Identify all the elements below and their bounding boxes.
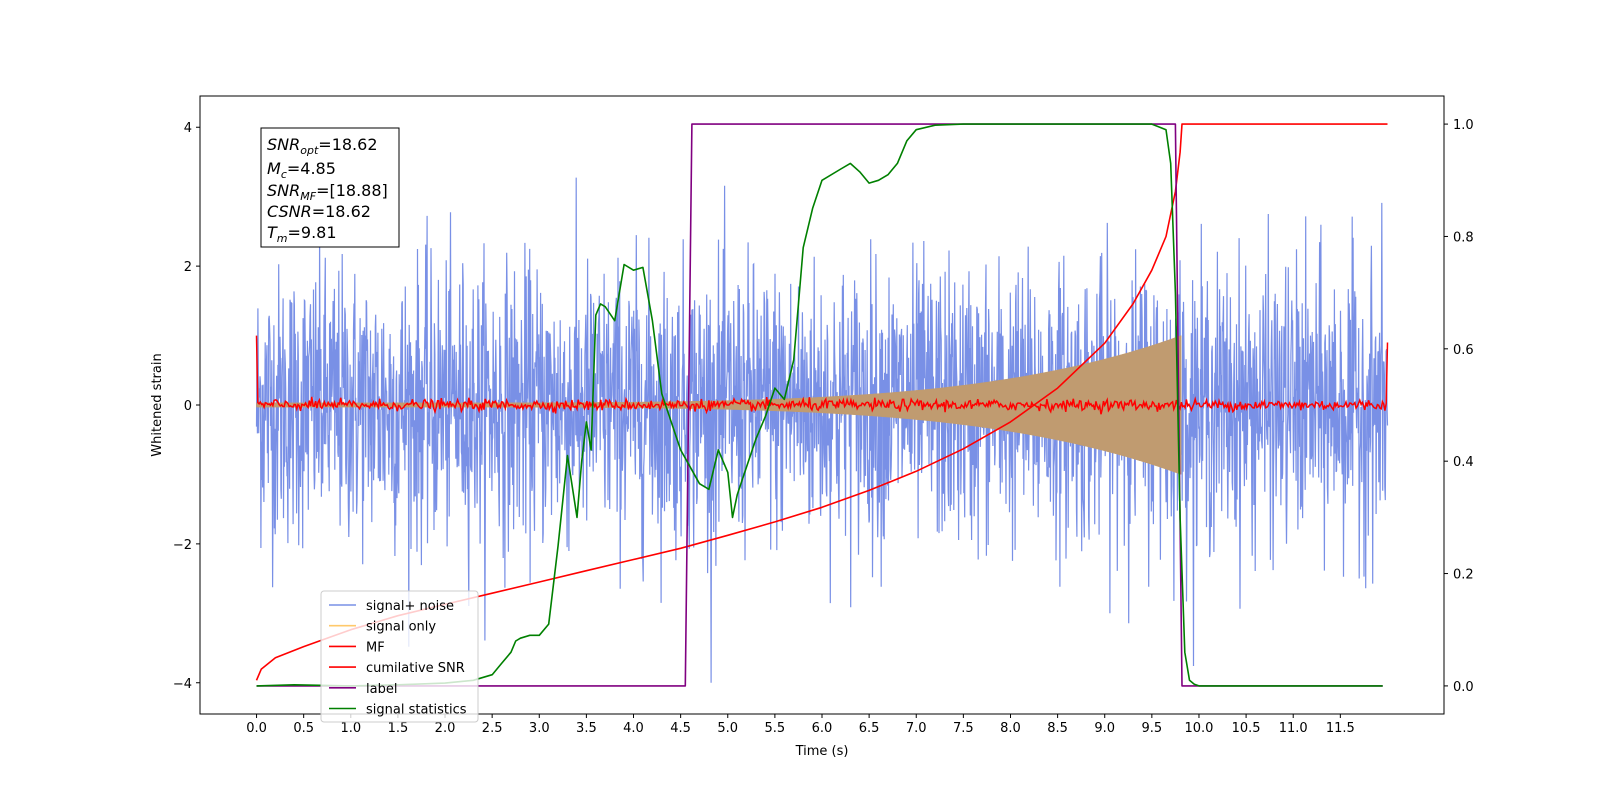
legend-label: signal statistics	[366, 703, 467, 718]
x-tick-label: 7.0	[906, 721, 927, 736]
x-tick-label: 0.0	[246, 721, 267, 736]
series-signal-statistics	[256, 123, 1383, 687]
legend-label: signal only	[366, 620, 436, 635]
y-right-tick-label: 0.4	[1453, 455, 1474, 470]
x-tick-label: 6.0	[812, 721, 833, 736]
legend-label: cumilative SNR	[366, 661, 465, 676]
x-tick-label: 9.0	[1094, 721, 1115, 736]
annotation-snr-opt: SNRopt=18.62	[267, 135, 378, 157]
x-tick-label: 2.0	[435, 721, 456, 736]
x-tick-label: 1.0	[340, 721, 361, 736]
x-tick-label: 6.5	[859, 721, 880, 736]
y-left-tick-label: 4	[184, 121, 192, 136]
x-tick-label: 11.0	[1279, 721, 1308, 736]
y-axis-right: 1.0 0.8 0.6 0.4 0.2 0.0	[1444, 118, 1474, 695]
legend: signal+ noise signal only MF cumilative SNR…	[320, 590, 479, 723]
annotation-mc: Mc=4.85	[267, 159, 336, 181]
y-right-tick-label: 0.8	[1453, 230, 1474, 245]
y-right-tick-label: 0.0	[1453, 680, 1474, 695]
y-axis-label: Whitened strain	[150, 353, 165, 456]
y-left-tick-label: 0	[184, 399, 192, 414]
x-tick-label: 10.0	[1184, 721, 1213, 736]
x-tick-label: 3.0	[529, 721, 550, 736]
x-tick-label: 4.5	[670, 721, 691, 736]
y-right-tick-label: 0.6	[1453, 343, 1474, 358]
x-tick-label: 3.5	[576, 721, 597, 736]
x-axis-label: Time (s)	[795, 744, 849, 759]
series-mf	[255, 335, 1389, 415]
legend-label: MF	[366, 640, 385, 655]
x-tick-label: 7.5	[953, 721, 974, 736]
y-left-tick-label: −2	[173, 538, 192, 553]
y-axis-left: 4 2 0 −2 −4	[173, 121, 200, 692]
legend-label: label	[366, 682, 397, 697]
annotation-csnr: CSNR=18.62	[267, 202, 371, 221]
x-tick-label: 8.0	[1000, 721, 1021, 736]
y-left-tick-label: −4	[173, 677, 192, 692]
y-left-tick-label: 2	[184, 260, 192, 275]
x-tick-label: 8.5	[1047, 721, 1068, 736]
x-tick-label: 10.5	[1232, 721, 1261, 736]
legend-label: signal+ noise	[366, 599, 454, 614]
y-right-tick-label: 1.0	[1453, 118, 1474, 133]
annotation-tm: Tm=9.81	[267, 223, 337, 245]
y-right-tick-label: 0.2	[1453, 568, 1474, 583]
series-signal-noise	[255, 177, 1389, 683]
x-axis: 0.0 0.5 1.0 1.5 2.0 2.5 3.0 3.5 4.0 4.5 5.0 5.5 6.0 6…	[246, 714, 1355, 736]
annotation-snr-mf: SNRMF=[18.88]	[267, 181, 388, 203]
x-tick-label: 9.5	[1142, 721, 1163, 736]
annotation-box: SNRopt=18.62 Mc=4.85 SNRMF=[18.88] CSNR=…	[260, 127, 400, 248]
x-tick-label: 2.5	[482, 721, 503, 736]
x-tick-label: 1.5	[388, 721, 409, 736]
x-tick-label: 5.5	[765, 721, 786, 736]
x-tick-label: 5.0	[717, 721, 738, 736]
x-tick-label: 4.0	[623, 721, 644, 736]
series-layer	[255, 123, 1389, 687]
x-tick-label: 11.5	[1326, 721, 1355, 736]
x-tick-label: 0.5	[293, 721, 314, 736]
